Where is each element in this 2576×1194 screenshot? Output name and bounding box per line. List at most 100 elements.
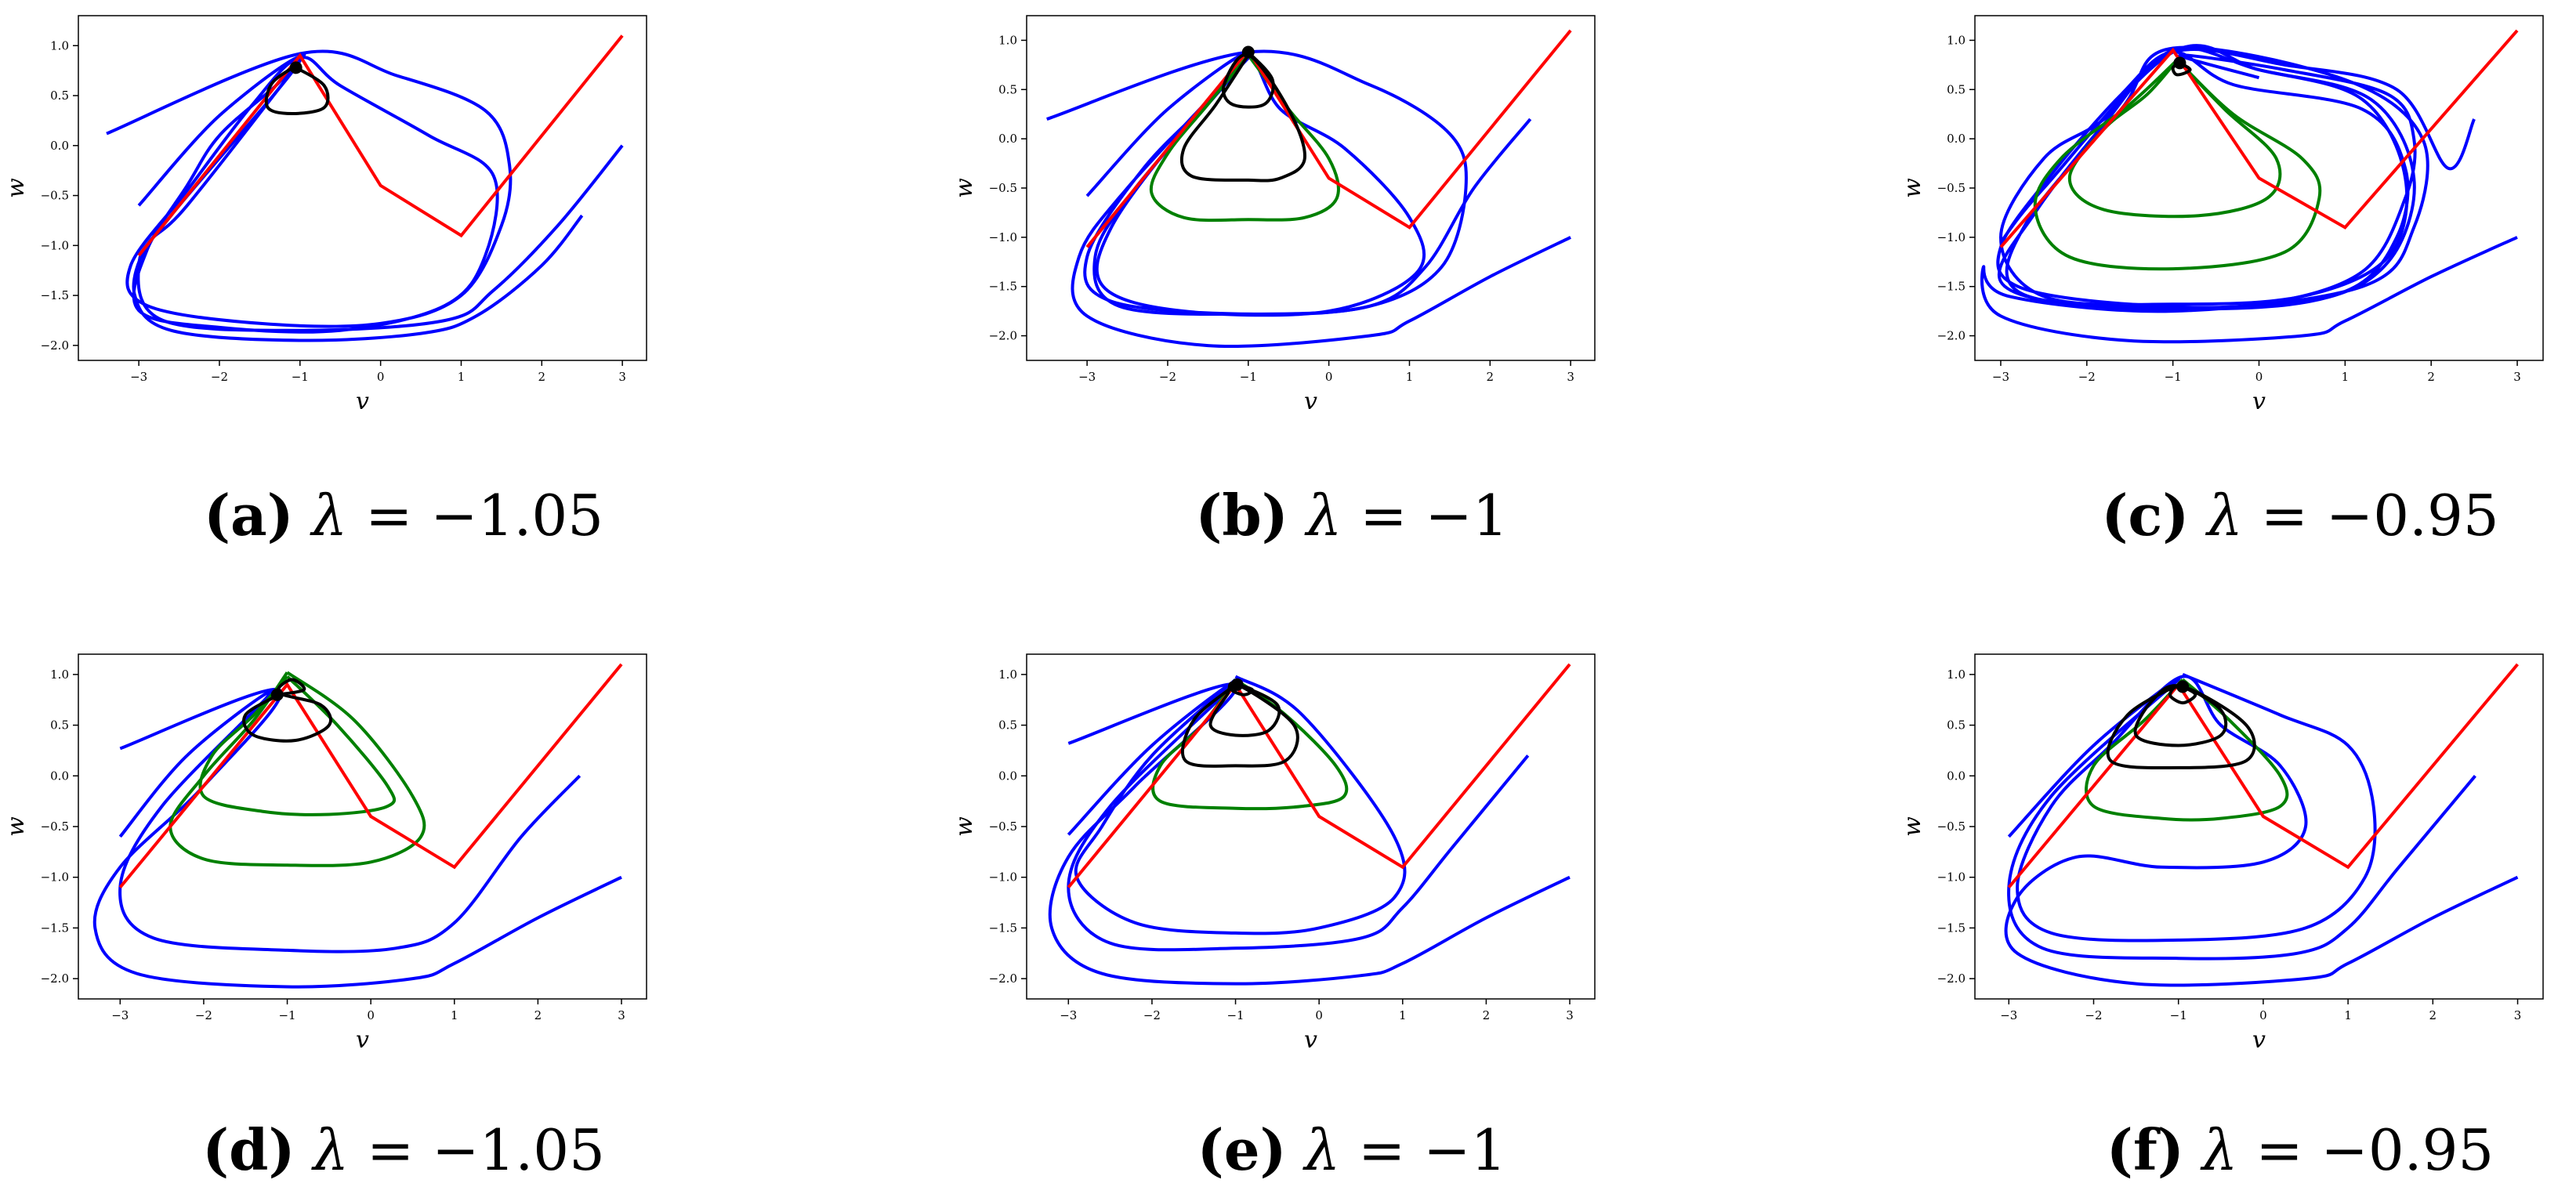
caption-value: = −1 [1358,1117,1507,1183]
y-tick-label: 1.0 [50,668,69,682]
x-tick-label: 0 [367,1008,375,1022]
caption-symbol: λ [1304,1117,1341,1183]
y-axis-label: w [951,178,978,198]
x-tick-label: −1 [1240,370,1257,384]
panel-c: −3 −2 −1 0 1 2 3 −2.0 −1.5 −1.0 −0.5 0.0 0.5 1.0 v w [1897,0,2576,423]
x-tick-label: −2 [211,370,228,384]
x-tick-label: −1 [292,370,309,384]
trajectory-line [1048,682,1571,986]
spiral-line [264,64,330,116]
caption-label: (e) [1197,1116,1287,1183]
caption-a: (a) λ = −1.05 [59,482,748,548]
y-tick-label: −1.0 [41,870,69,885]
x-tick-label: −3 [1078,370,1096,384]
caption-label: (b) [1195,482,1288,548]
spiral-line [2106,681,2256,770]
y-tick-label: 0.5 [998,82,1017,96]
y-tick-label: 0.0 [50,769,69,783]
nullcline-line [1067,663,1571,888]
x-tick-label: 2 [2429,1008,2437,1022]
caption-value: = −1.05 [367,1117,605,1183]
trajectory-line [92,687,622,989]
y-tick-label: −0.5 [41,189,69,203]
y-tick-label: −2.0 [1937,329,1966,343]
y-axis-label: w [1899,816,1926,837]
x-tick-label: 1 [2342,370,2350,384]
y-tick-label: 1.0 [50,38,69,52]
y-tick-label: −1.0 [41,238,69,252]
fixed-point-marker [2173,56,2187,70]
x-tick-label: −3 [1992,370,2009,384]
x-tick-label: 1 [1399,1008,1407,1022]
inner-cycle-line [1151,678,1349,811]
x-tick-label: 3 [618,370,626,384]
x-axis-label: v [2252,388,2266,415]
x-tick-label: −1 [2165,370,2182,384]
x-tick-label: 1 [2344,1008,2352,1022]
caption-e: (e) λ = −1 [1007,1116,1697,1183]
nullcline-line [2007,663,2520,888]
axes-frame [1026,653,1596,1000]
caption-d: (d) λ = −1.05 [59,1116,748,1183]
trajectory-line [1999,44,2476,306]
inner-cycle-line [168,671,426,867]
panel-d: −3 −2 −1 0 1 2 3 −2.0 −1.5 −1.0 −0.5 0.0 0.5 1.0 v w [0,639,690,1062]
y-tick-label: −1.5 [41,921,69,935]
caption-symbol: λ [2207,483,2243,548]
x-tick-label: 0 [2259,1008,2267,1022]
y-tick-label: −2.0 [989,329,1017,343]
y-tick-label: −0.5 [989,181,1017,195]
x-tick-label: 1 [1406,370,1414,384]
y-tick-label: −1.5 [989,921,1017,935]
y-tick-label: 0.0 [50,139,69,153]
caption-value: = −1 [1360,483,1509,548]
x-tick-label: −3 [111,1008,129,1022]
phase-plot-a: −3 −2 −1 0 1 2 3 −2.0 −1.5 −1.0 −0.5 0.0 0.5 1.0 v w [2,15,647,415]
spiral-line [242,678,332,743]
x-tick-label: −1 [1226,1008,1244,1022]
x-tick-label: 2 [1483,1008,1491,1022]
caption-value: = −0.95 [2255,1117,2494,1183]
x-axis-label: v [356,1026,369,1054]
caption-label: (f) [2106,1116,2184,1183]
nullcline-line [118,663,623,888]
x-axis-label: v [1304,388,1317,415]
y-axis-label: w [951,816,978,837]
y-tick-label: −0.5 [1937,820,1966,834]
caption-symbol: λ [313,1117,350,1183]
y-tick-label: −2.0 [989,971,1017,986]
y-tick-label: −1.5 [1937,280,1966,294]
y-tick-label: 1.0 [998,33,1017,47]
y-tick-label: −0.5 [41,820,69,834]
x-tick-label: 3 [1566,1008,1574,1022]
x-tick-label: 2 [2427,370,2435,384]
y-tick-label: 1.0 [1947,33,1966,47]
y-tick-label: 0.0 [1947,132,1966,146]
panel-b: −3 −2 −1 0 1 2 3 −2.0 −1.5 −1.0 −0.5 0.0 0.5 1.0 v w [948,0,1638,423]
x-axis-label: v [356,388,369,415]
x-tick-label: −2 [2085,1008,2102,1022]
trajectory-line [2004,673,2519,987]
y-tick-label: 0.5 [50,89,69,103]
inner-cycle-line [2067,59,2282,219]
x-tick-label: 3 [2514,1008,2522,1022]
caption-symbol: λ [1306,483,1342,548]
plot-area [92,663,623,989]
y-tick-label: −2.0 [41,971,69,986]
caption-value: = −0.95 [2260,483,2499,548]
y-tick-label: −2.0 [1937,971,1966,986]
x-tick-label: −3 [130,370,147,384]
y-tick-label: 0.5 [50,718,69,733]
x-tick-label: −3 [1060,1008,1077,1022]
y-tick-label: 1.0 [998,668,1017,682]
x-axis-label: v [1304,1026,1317,1054]
plot-area [1048,663,1571,986]
trajectory-line [1085,51,1532,317]
x-tick-label: 2 [538,370,546,384]
y-tick-label: 0.0 [998,769,1017,783]
fixed-point-marker [289,61,303,74]
x-tick-label: −2 [1159,370,1176,384]
spiral-line [2171,61,2192,77]
trajectory-line [1074,675,1407,935]
y-tick-label: −1.5 [1937,921,1966,935]
